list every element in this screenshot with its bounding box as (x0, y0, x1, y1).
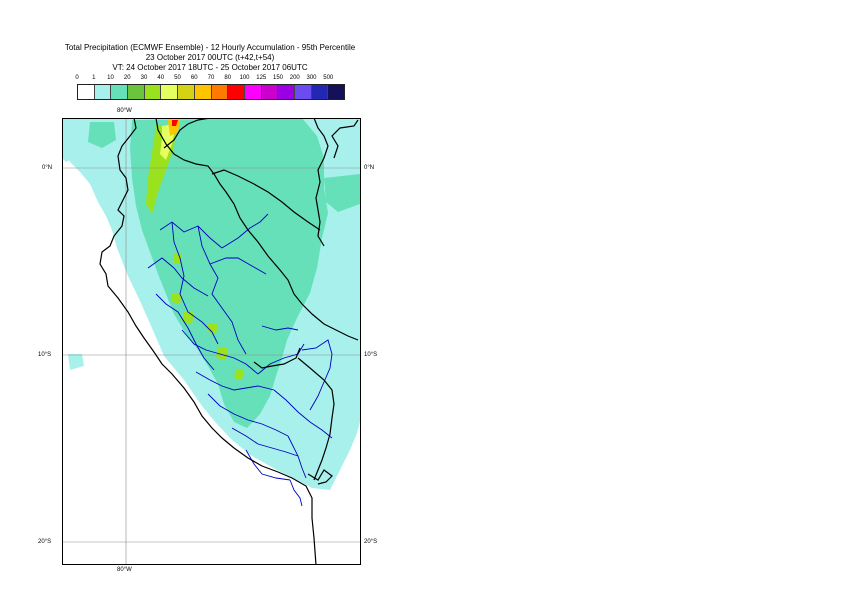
precip-area-light-patch (68, 354, 84, 370)
legend-tick-label: 100 (239, 75, 250, 81)
legend-swatch (278, 85, 295, 99)
precip-area-mid-west (88, 122, 116, 148)
coastline (99, 117, 359, 566)
lat-label-20s-left: 20°S (38, 539, 52, 545)
legend-swatch (111, 85, 129, 99)
precip-core-orange (168, 120, 180, 136)
legend-tick-label: 125 (256, 75, 267, 81)
color-legend (77, 84, 345, 100)
map-canvas (62, 117, 361, 566)
lat-label-20s-right: 20°S (364, 539, 378, 545)
precip-cell-2 (172, 294, 182, 304)
legend-tick-label: 40 (157, 75, 165, 81)
legend-tick-label: 150 (272, 75, 284, 81)
legend-tick-label: 1 (92, 75, 96, 81)
legend-swatch (161, 85, 179, 99)
legend-tick-label: 500 (323, 75, 334, 81)
legend-swatch (311, 85, 329, 99)
precip-cell-6 (234, 370, 244, 380)
legend-tick-label: 0 (75, 75, 79, 81)
precip-area-light-west (62, 118, 94, 162)
precip-cell-5 (216, 348, 228, 360)
lat-label-0n-right: 0°N (364, 165, 375, 171)
legend-tick-label: 300 (306, 75, 317, 81)
lat-label-10s-left: 10°S (38, 352, 52, 358)
precip-area-mid-east (324, 174, 360, 212)
legend-swatch (144, 85, 162, 99)
admin-boundaries (147, 213, 333, 507)
valid-time: VT: 24 October 2017 18UTC - 25 October 2… (112, 63, 308, 72)
legend-tick-label: 70 (207, 75, 215, 81)
legend-tick-label: 50 (174, 75, 181, 81)
precip-cell-3 (182, 312, 194, 324)
legend-swatch (94, 85, 112, 99)
legend-swatch (244, 85, 262, 99)
legend-swatch (128, 85, 145, 99)
lon-label-bottom: 80°W (117, 567, 132, 573)
legend-swatch (328, 85, 344, 99)
base-time: 23 October 2017 00UTC (t+42,t+54) (145, 53, 275, 62)
lat-label-0n-left: 0°N (42, 165, 53, 171)
legend-tick-label: 80 (224, 75, 232, 81)
graticule (62, 118, 361, 565)
legend-tick-label: 200 (289, 75, 300, 81)
legend-swatch (194, 85, 212, 99)
lat-label-10s-right: 10°S (364, 352, 378, 358)
precip-area-mid (130, 118, 328, 428)
legend-swatch (228, 85, 245, 99)
map-frame (62, 118, 361, 565)
legend-tick-labels: 0 1 10 20 30 40 50 60 70 80 100 125 150 200 300 500 (75, 75, 349, 85)
precip-core-red (172, 120, 178, 126)
lon-label-top: 80°W (117, 108, 132, 114)
legend-swatch (294, 85, 312, 99)
legend-swatch (261, 85, 279, 99)
legend-tick-label: 30 (140, 75, 148, 81)
precip-cell-4 (208, 324, 218, 334)
legend-tick-label: 10 (107, 75, 114, 81)
legend-swatch (211, 85, 229, 99)
precipitation-map: 80°W 80°W 0°N 0°N 10°S 10°S 20°S 20°S (38, 108, 377, 573)
legend-swatch (178, 85, 195, 99)
legend-tick-label: 60 (190, 75, 198, 81)
precip-cell-1 (174, 254, 182, 264)
legend-tick-label: 20 (123, 75, 131, 81)
map-title: Total Precipitation (ECMWF Ensemble) - 1… (64, 43, 356, 52)
legend-swatch (78, 85, 95, 99)
